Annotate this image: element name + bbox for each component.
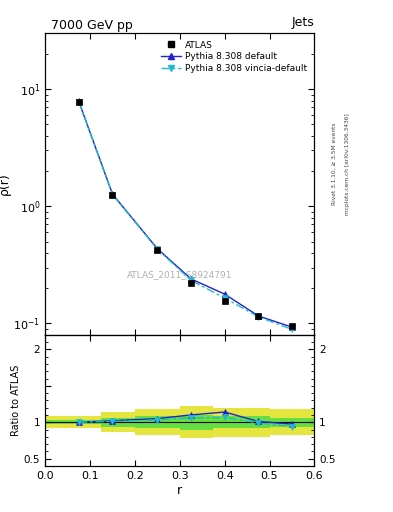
Text: mcplots.cern.ch [arXiv:1306.3436]: mcplots.cern.ch [arXiv:1306.3436]	[345, 113, 350, 215]
Text: ATLAS_2011_S8924791: ATLAS_2011_S8924791	[127, 270, 233, 279]
Y-axis label: ρ(r): ρ(r)	[0, 173, 11, 196]
Legend: ATLAS, Pythia 8.308 default, Pythia 8.308 vincia-default: ATLAS, Pythia 8.308 default, Pythia 8.30…	[158, 38, 310, 76]
Text: Jets: Jets	[292, 16, 314, 29]
Text: Rivet 3.1.10, ≥ 3.5M events: Rivet 3.1.10, ≥ 3.5M events	[332, 122, 337, 205]
X-axis label: r: r	[177, 483, 182, 497]
Y-axis label: Ratio to ATLAS: Ratio to ATLAS	[11, 365, 21, 436]
Text: 7000 GeV pp: 7000 GeV pp	[51, 19, 132, 32]
